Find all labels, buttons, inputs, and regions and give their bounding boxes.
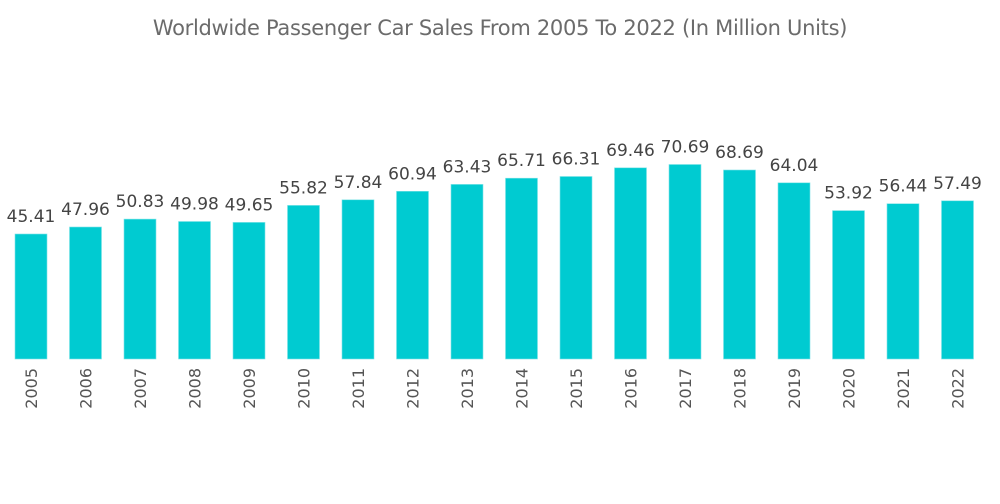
value-label-2015: 66.31 <box>552 150 601 170</box>
value-label-2007: 50.83 <box>116 192 165 212</box>
bar-2015 <box>559 176 593 360</box>
x-tick-label-2022: 2022 <box>949 368 968 409</box>
bar-2018 <box>723 169 756 360</box>
bar-2010 <box>287 205 320 360</box>
value-label-2021: 56.44 <box>879 177 928 197</box>
x-tick-label-2014: 2014 <box>513 368 532 409</box>
x-tick-label-2007: 2007 <box>131 368 150 409</box>
x-tick-label-2005: 2005 <box>22 368 41 409</box>
x-tick-label-2018: 2018 <box>731 368 750 409</box>
value-label-2020: 53.92 <box>824 184 873 204</box>
bar-2017 <box>668 164 702 360</box>
x-tick-label-2010: 2010 <box>295 368 314 409</box>
value-label-2014: 65.71 <box>497 151 546 171</box>
x-tick-label-2011: 2011 <box>349 368 368 409</box>
x-tick-label-2008: 2008 <box>186 368 205 409</box>
bar-2006 <box>69 226 102 360</box>
bar-2012 <box>396 191 429 360</box>
value-label-2006: 47.96 <box>61 200 110 220</box>
bars-group <box>14 164 974 360</box>
bar-2020 <box>832 210 865 360</box>
chart-title: Worldwide Passenger Car Sales From 2005 … <box>152 16 848 40</box>
x-tick-label-2009: 2009 <box>240 368 259 409</box>
x-tick-label-2017: 2017 <box>676 368 695 409</box>
x-tick-label-2016: 2016 <box>622 368 641 409</box>
value-label-2005: 45.41 <box>7 207 56 227</box>
value-label-2011: 57.84 <box>334 173 383 193</box>
x-tick-label-2015: 2015 <box>567 368 586 409</box>
bar-2016 <box>614 167 647 360</box>
bar-2014 <box>505 177 538 360</box>
value-label-2010: 55.82 <box>279 178 328 198</box>
bar-2019 <box>777 182 811 360</box>
value-label-2008: 49.98 <box>170 195 219 215</box>
bar-2007 <box>123 218 157 360</box>
value-label-2018: 68.69 <box>715 143 764 163</box>
bar-2008 <box>178 221 211 360</box>
x-tick-label-2012: 2012 <box>404 368 423 409</box>
bar-2021 <box>886 203 920 360</box>
value-label-2016: 69.46 <box>606 141 655 161</box>
x-tick-label-2019: 2019 <box>785 368 804 409</box>
bar-2011 <box>341 199 375 360</box>
value-label-2009: 49.65 <box>225 195 274 215</box>
value-label-2017: 70.69 <box>661 138 710 158</box>
x-tick-label-2021: 2021 <box>894 368 913 409</box>
x-axis-tick-labels: 2005 2006 2007 2008 2009 2010 2011 2012 2013 2014… <box>22 368 968 409</box>
x-tick-label-2006: 2006 <box>77 368 96 409</box>
bar-2009 <box>232 222 266 360</box>
value-label-2022: 57.49 <box>933 174 982 194</box>
bar-2022 <box>941 200 974 360</box>
value-label-2012: 60.94 <box>388 164 437 184</box>
value-label-2013: 63.43 <box>443 157 492 177</box>
value-label-2019: 64.04 <box>770 156 819 176</box>
bar-2013 <box>450 184 484 360</box>
x-tick-label-2020: 2020 <box>840 368 859 409</box>
x-tick-label-2013: 2013 <box>458 368 477 409</box>
bar-2005 <box>14 233 48 360</box>
